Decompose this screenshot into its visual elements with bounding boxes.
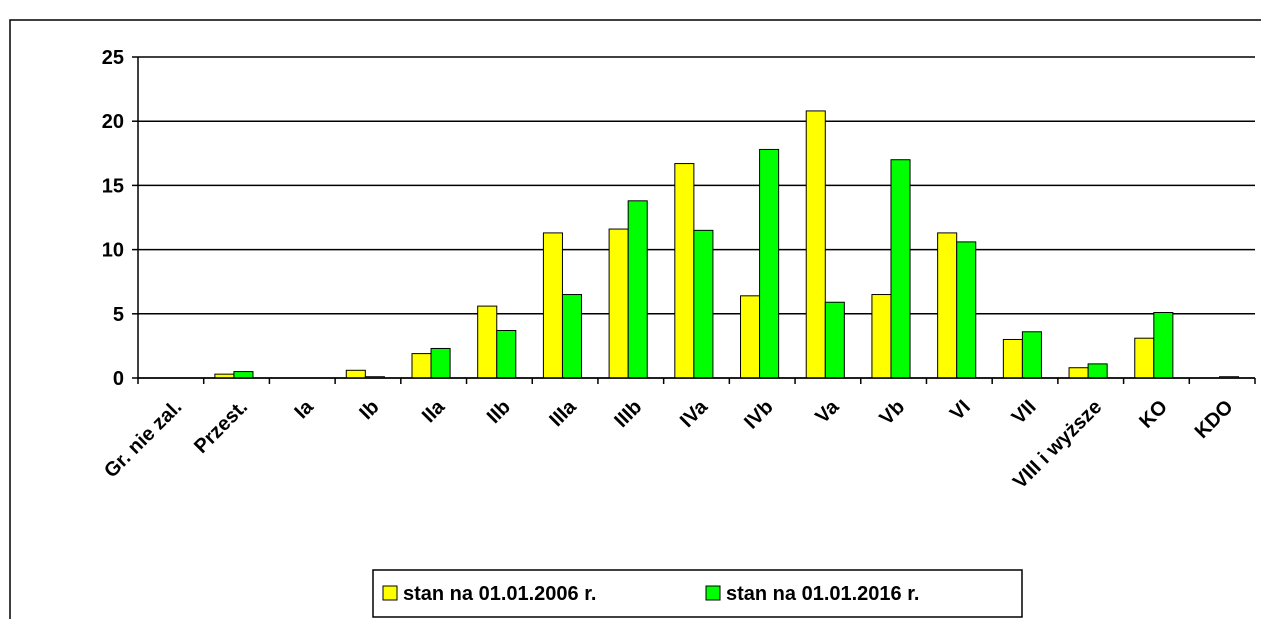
y-tick-label: 0 xyxy=(113,368,124,390)
bar xyxy=(937,232,958,379)
y-tick-label: 20 xyxy=(102,111,124,133)
bar xyxy=(824,301,845,379)
bar xyxy=(674,163,695,379)
bar xyxy=(411,353,432,379)
bar xyxy=(871,294,892,379)
bar xyxy=(233,371,254,379)
legend-box xyxy=(372,569,1023,618)
legend-swatch xyxy=(705,585,721,601)
bar xyxy=(627,200,648,379)
bar xyxy=(1002,338,1023,379)
bar xyxy=(1134,337,1155,379)
bar xyxy=(1153,312,1174,379)
bar xyxy=(1021,331,1042,379)
bar xyxy=(956,241,977,379)
bar xyxy=(693,229,714,379)
legend-swatch xyxy=(382,585,398,601)
y-tick-label: 25 xyxy=(102,47,124,69)
y-tick-label: 5 xyxy=(113,304,124,326)
y-tick-label: 10 xyxy=(102,240,124,262)
bar xyxy=(345,369,366,379)
bar xyxy=(561,294,583,379)
bar xyxy=(477,305,498,379)
bar xyxy=(890,159,911,379)
bar xyxy=(496,329,517,379)
bar xyxy=(1068,367,1089,379)
y-tick-label: 15 xyxy=(102,175,124,197)
bar xyxy=(430,347,451,379)
legend-label: stan na 01.01.2006 r. xyxy=(403,583,596,605)
bar xyxy=(805,110,826,379)
legend-label: stan na 01.01.2016 r. xyxy=(726,583,919,605)
bar xyxy=(759,148,780,379)
bar xyxy=(740,295,761,379)
bar xyxy=(542,232,563,379)
bar xyxy=(608,228,629,379)
bar xyxy=(1087,363,1108,379)
